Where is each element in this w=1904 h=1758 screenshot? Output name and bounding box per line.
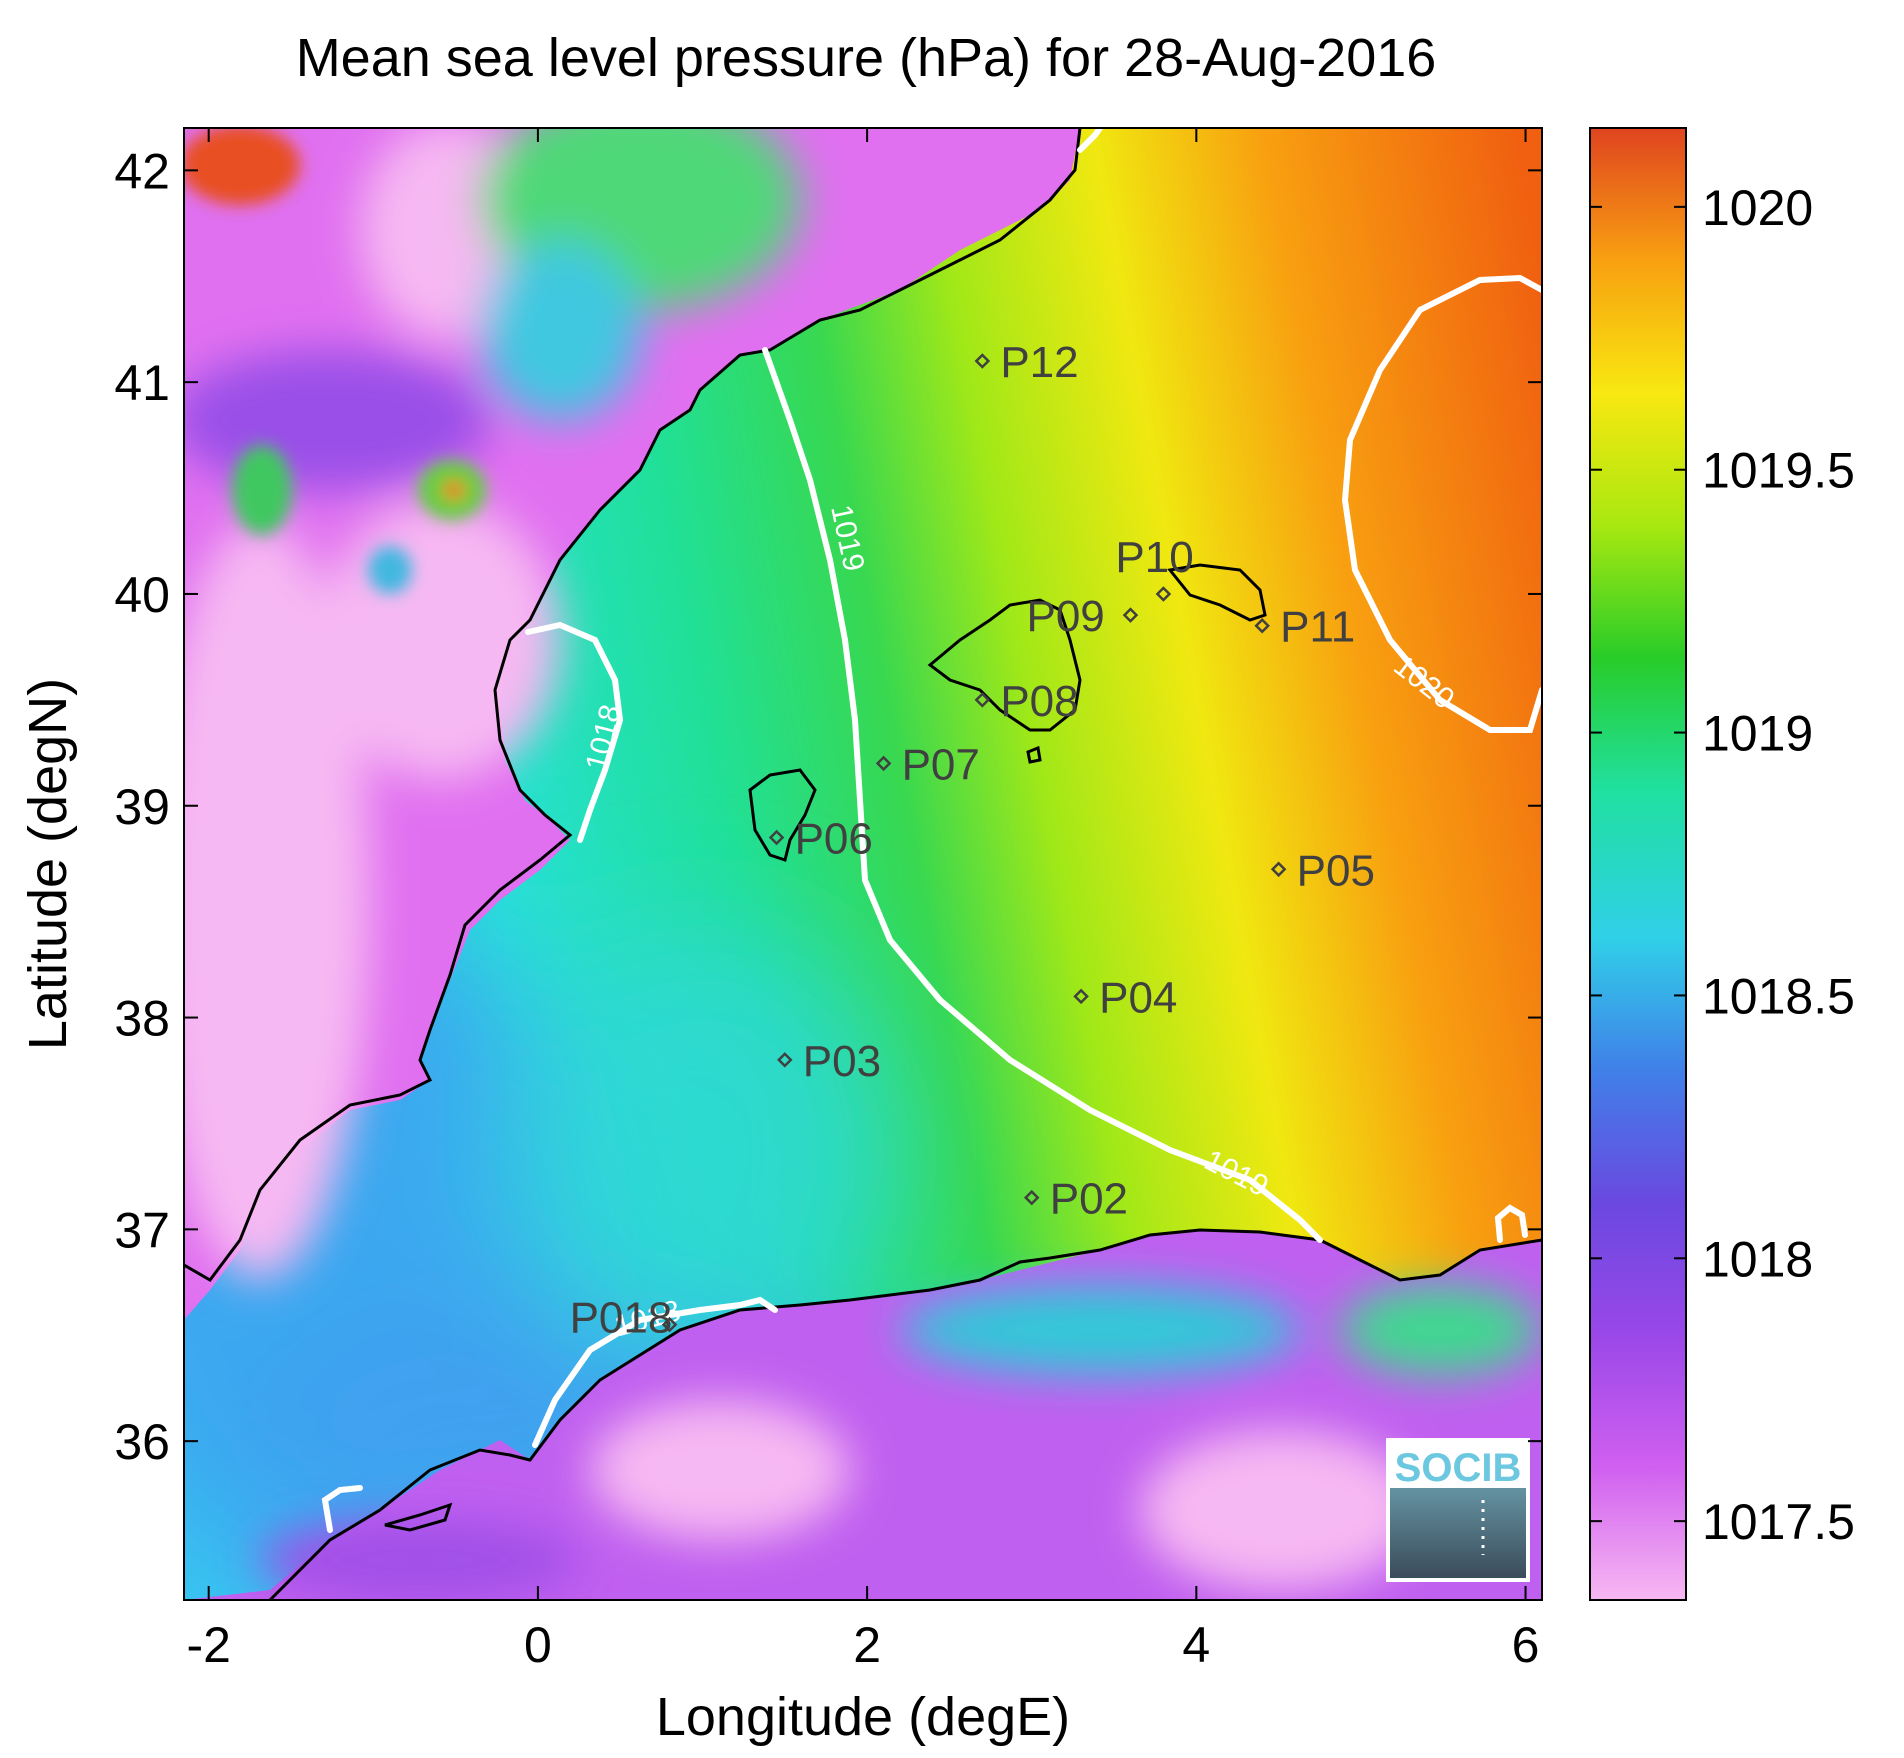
station-p03: P03 [777,1037,881,1086]
contour-1020-northtip [1077,128,1103,153]
map-frame [183,127,1543,1601]
station-label: P02 [1050,1175,1128,1224]
station-label: P12 [1000,338,1078,387]
station-marker [777,1052,793,1068]
x-tick-label: 0 [524,1617,552,1673]
station-label: P11 [1280,603,1355,652]
logo-text: SOCIB [1395,1446,1522,1490]
colorbar-gradient [1589,127,1687,1601]
station-marker [1270,861,1287,878]
land-pink-center [320,500,560,780]
y-tick-label: 37 [114,1202,170,1258]
africa-pink-east [1140,1430,1420,1590]
map-panel: 1019 1019 1018 1018 1020 P018P02P03P04P0… [184,128,1542,1600]
colorbar-tick-label: 1019 [1702,706,1813,762]
x-tick-label: -2 [186,1617,230,1673]
station-label: P07 [902,740,980,789]
colorbar-tick-label: 1019.5 [1702,443,1855,499]
station-marker [1254,617,1270,634]
station-p06: P06 [768,815,873,864]
land-red-corner [184,128,300,205]
coastline-north-africa [268,1228,1542,1600]
axes: -2 0 2 4 6 36 37 38 39 40 41 42 [114,128,1542,1673]
x-tick-label: 6 [1512,1617,1540,1673]
contour-1018-southwest [321,1485,363,1533]
station-p12: P12 [974,338,1079,387]
station-label: P04 [1099,973,1177,1022]
station-label: P03 [803,1037,881,1086]
coastline-iberia [184,128,1082,1282]
colorbar-tick-label: 1018.5 [1702,968,1855,1024]
coastline-cabrera [1026,745,1042,764]
y-axis-label: Latitude (degN) [18,678,78,1050]
station-marker [661,1316,678,1333]
station-marker [875,755,892,772]
station-marker [1122,607,1139,623]
station-marker [974,692,991,708]
station-marker [1023,1189,1040,1206]
station-p07: P07 [875,740,980,789]
chart-title: Mean sea level pressure (hPa) for 28-Aug… [296,28,1437,88]
y-tick-label: 38 [114,991,170,1047]
station-label: P05 [1297,846,1375,895]
station-p04: P04 [1073,973,1177,1022]
station-label: P09 [1026,592,1104,641]
land-orange-spot [442,480,466,500]
land-cyan-blob [368,546,412,594]
station-p05: P05 [1270,846,1375,895]
station-marker [1073,988,1089,1005]
contours [321,128,1542,1533]
colorbar: 1017.5 1018 1018.5 1019 1019.5 1020 [1589,127,1855,1601]
coastline-ibiza [748,768,817,862]
contour-1018-alboran [532,1296,778,1448]
contour-1019 [762,347,1323,1243]
land-pink-west [184,520,370,1280]
africa-purple-west [260,1520,580,1600]
station-p08: P08 [974,677,1079,726]
contour-1020 [1341,274,1542,733]
socib-logo: SOCIB [1386,1438,1530,1582]
colorbar-ticks: 1017.5 1018 1018.5 1019 1019.5 1020 [1590,180,1855,1550]
land-green-blob-west [232,445,292,535]
station-p09: P09 [1026,592,1139,641]
station-label: P08 [1000,677,1078,726]
station-p01: P018 [570,1294,678,1343]
y-tick-label: 36 [114,1414,170,1470]
station-label: P06 [795,815,873,864]
x-tick-label: 2 [853,1617,881,1673]
station-label: P018 [570,1294,673,1343]
contour-1020-southeast [1494,1204,1528,1243]
colorbar-tick-label: 1018 [1702,1231,1813,1287]
africa-green-east [1340,1285,1540,1375]
station-marker [1155,586,1172,602]
africa-cyan-band [900,1285,1300,1375]
coastline-alboran-island [384,1502,453,1532]
colorbar-tick-label: 1020 [1702,180,1813,236]
y-tick-label: 41 [114,355,170,411]
x-tick-label: 4 [1182,1617,1210,1673]
station-p02: P02 [1023,1175,1128,1224]
coastline-menorca [1167,563,1267,622]
station-p11: P11 [1254,603,1355,652]
africa-pink-west [590,1400,850,1540]
station-p10: P10 [1115,533,1194,602]
y-tick-label: 42 [114,143,170,199]
contour-1018-east-coast [525,621,624,843]
logo-text-band [1390,1442,1526,1488]
land-cyan-coast [480,240,640,420]
y-tick-label: 39 [114,779,170,835]
colorbar-tick-label: 1017.5 [1702,1494,1855,1550]
x-axis-label: Longitude (degE) [656,1687,1070,1747]
pressure-mid-cyan [500,930,900,1370]
station-label: P10 [1115,533,1193,582]
y-tick-label: 40 [114,567,170,623]
station-marker [768,829,785,846]
station-marker [974,353,991,369]
